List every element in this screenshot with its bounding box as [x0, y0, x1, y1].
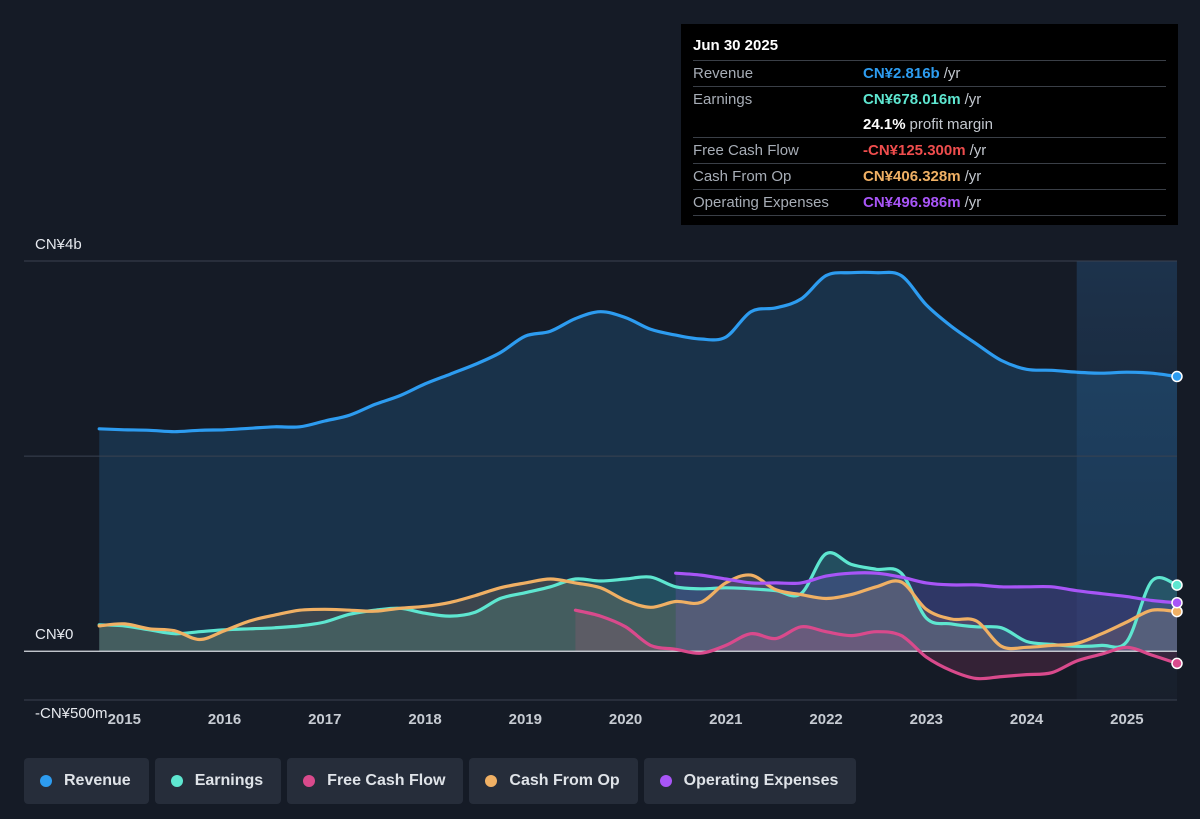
- earnings-area: [99, 552, 1178, 652]
- x-tick-label: 2023: [910, 711, 943, 728]
- x-tick-label: 2025: [1110, 711, 1143, 728]
- revenue-line: [97, 270, 1179, 434]
- legend-item-free-cash-flow[interactable]: Free Cash Flow: [287, 758, 464, 804]
- cash-from-op-area: [99, 574, 1178, 652]
- tooltip-unit: profit margin: [909, 116, 993, 133]
- tooltip-value: CN¥406.328m: [863, 168, 961, 185]
- y-tick-label: CN¥0: [35, 626, 73, 643]
- tooltip-label: Revenue: [693, 65, 754, 82]
- x-tick-label: 2018: [408, 711, 441, 728]
- tooltip-unit: /yr: [964, 168, 982, 185]
- tooltip-value: 24.1%: [863, 116, 906, 133]
- x-tick-label: 2015: [108, 711, 141, 728]
- tooltip-panel: Jun 30 2025 Revenue CN¥2.816b /yr Earnin…: [681, 24, 1178, 225]
- free-cash-flow-area: [575, 610, 1177, 679]
- legend-dot-icon: [170, 775, 183, 787]
- x-tick-label: 2024: [1010, 711, 1044, 728]
- free-cash-flow-end-point: [1171, 657, 1183, 670]
- x-tick-label: 2017: [308, 711, 341, 728]
- earnings-end-point: [1171, 579, 1183, 591]
- x-tick-label: 2020: [609, 711, 642, 728]
- legend-label: Earnings: [194, 772, 264, 789]
- cash-from-op-line: [97, 573, 1179, 651]
- legend-dot-icon: [485, 775, 498, 787]
- recent-period-highlight: [1076, 261, 1177, 700]
- operating-expenses-line: [674, 571, 1179, 605]
- chart-legend: Revenue Earnings Free Cash Flow Cash Fro…: [24, 758, 857, 804]
- revenue-area: [99, 272, 1178, 652]
- tooltip-unit: /yr: [943, 65, 961, 82]
- tooltip-row-operating-expenses: Operating Expenses CN¥496.986m /yr: [693, 189, 1166, 216]
- tooltip-row-profit-margin: 24.1% profit margin: [693, 112, 1166, 137]
- tooltip-value: CN¥496.986m: [863, 194, 961, 211]
- legend-label: Operating Expenses: [683, 772, 839, 789]
- tooltip-row-revenue: Revenue CN¥2.816b /yr: [693, 60, 1166, 86]
- tooltip-label: Earnings: [693, 91, 753, 108]
- tooltip-unit: /yr: [964, 194, 982, 211]
- legend-item-operating-expenses[interactable]: Operating Expenses: [643, 758, 857, 804]
- tooltip-row-earnings: Earnings CN¥678.016m /yr: [693, 86, 1166, 112]
- tooltip-label: Cash From Op: [693, 168, 792, 185]
- earnings-line: [97, 551, 1179, 649]
- legend-item-cash-from-op[interactable]: Cash From Op: [469, 758, 638, 804]
- legend-item-revenue[interactable]: Revenue: [24, 758, 149, 804]
- tooltip-value: -CN¥125.300m: [863, 142, 966, 159]
- x-tick-label: 2021: [709, 711, 742, 728]
- legend-dot-icon: [659, 775, 672, 787]
- y-tick-label: -CN¥500m: [35, 705, 108, 722]
- y-tick-label: CN¥4b: [35, 236, 82, 253]
- legend-label: Free Cash Flow: [327, 772, 446, 789]
- x-tick-label: 2019: [509, 711, 542, 728]
- x-tick-label: 2016: [208, 711, 241, 728]
- tooltip-row-cash-from-op: Cash From Op CN¥406.328m /yr: [693, 163, 1166, 189]
- tooltip-value: CN¥2.816b: [863, 65, 940, 82]
- tooltip-unit: /yr: [969, 142, 987, 159]
- legend-item-earnings[interactable]: Earnings: [154, 758, 282, 804]
- legend-label: Cash From Op: [509, 772, 620, 789]
- legend-label: Revenue: [64, 772, 131, 789]
- revenue-end-point: [1171, 370, 1183, 383]
- tooltip-row-free-cash-flow: Free Cash Flow -CN¥125.300m /yr: [693, 137, 1166, 163]
- legend-dot-icon: [40, 775, 52, 787]
- tooltip-unit: /yr: [964, 91, 982, 108]
- tooltip-date: Jun 30 2025: [693, 37, 779, 54]
- operating-expenses-end-point: [1171, 596, 1183, 609]
- legend-dot-icon: [303, 775, 316, 787]
- tooltip-label: Free Cash Flow: [693, 142, 799, 159]
- free-cash-flow-line: [573, 608, 1179, 681]
- tooltip-value: CN¥678.016m: [863, 91, 961, 108]
- tooltip-label: Operating Expenses: [693, 194, 829, 211]
- x-tick-label: 2022: [809, 711, 842, 728]
